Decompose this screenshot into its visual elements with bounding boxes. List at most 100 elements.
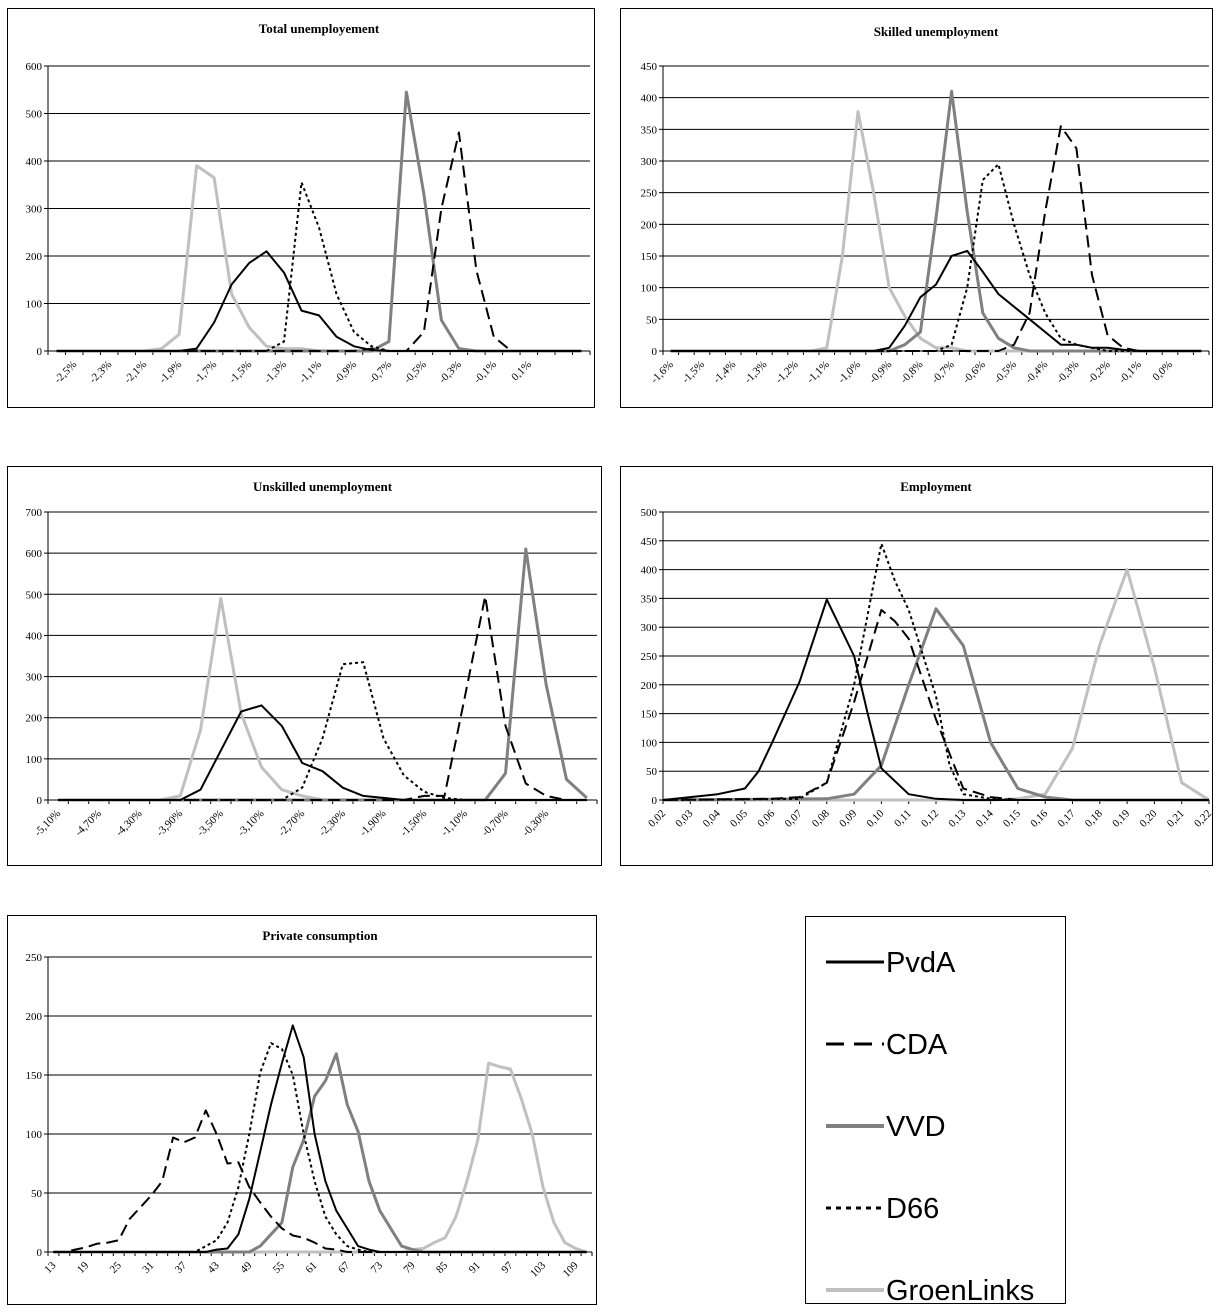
series-line-groenlinks xyxy=(670,110,1202,353)
x-tick-label: -1,6% xyxy=(649,359,676,386)
legend-label-vvd: VVD xyxy=(886,1111,946,1143)
x-tick-label: 49 xyxy=(238,1259,255,1276)
x-tick-label: -0,8% xyxy=(898,359,925,386)
series-line-groenlinks xyxy=(56,164,582,353)
chart-unskilled-unemployment: Unskilled unemployment 0 100 200 300 400 500 60… xyxy=(7,466,602,866)
series-line-d66 xyxy=(670,163,1202,352)
x-tick-label: 0,18 xyxy=(1083,807,1105,829)
x-tick-label: 0,10 xyxy=(864,807,886,829)
x-tick-label: -3,10% xyxy=(235,808,266,839)
y-tick-label: 450 xyxy=(641,536,658,548)
x-tick-label: -0,6% xyxy=(961,359,988,386)
y-tick-label: 100 xyxy=(26,754,43,766)
x-tick-label: -1,3% xyxy=(742,359,769,386)
chart-svg: Private consumption 0 50 100 150 200 250 13 19 25… xyxy=(26,928,593,1280)
y-tick-label: 200 xyxy=(641,219,658,231)
legend-label-cda: CDA xyxy=(886,1029,948,1061)
x-tick-label: -1,50% xyxy=(398,808,429,839)
x-tick-label: 0,17 xyxy=(1056,807,1078,829)
x-tick-label: -0,1% xyxy=(472,359,499,386)
x-tick-label: -1,0% xyxy=(836,359,863,386)
y-tick-label: 100 xyxy=(26,1129,43,1141)
y-tick-label: 350 xyxy=(641,124,658,136)
x-tick-label: 37 xyxy=(173,1259,190,1276)
x-tick-label: 61 xyxy=(303,1260,319,1276)
y-tick-label: 100 xyxy=(641,283,658,295)
chart-title: Employment xyxy=(900,479,972,494)
y-tick-label: 700 xyxy=(26,507,43,519)
x-tick-label: 0,19 xyxy=(1110,807,1132,829)
x-tick-label: -4,70% xyxy=(73,808,104,839)
series-line-d66 xyxy=(56,181,582,352)
series-line-d66 xyxy=(662,542,1209,801)
series-line-pvda xyxy=(53,1024,587,1253)
x-tick-label: 0,0% xyxy=(1150,359,1175,384)
series-line-vvd xyxy=(58,547,588,802)
y-tick-label: 400 xyxy=(641,93,658,105)
x-tick-label: 19 xyxy=(75,1259,92,1276)
x-tick-label: 13 xyxy=(42,1259,59,1276)
x-tick-label: -0,3% xyxy=(1054,359,1081,386)
y-tick-label: 0 xyxy=(37,795,43,807)
legend-svg: PvdA CDA VVD D66 GroenLinks xyxy=(826,947,1034,1303)
y-tick-label: 500 xyxy=(26,589,43,601)
chart-svg: Employment 0 50 100 150 200 250 300 350 400 450 500… xyxy=(641,479,1213,830)
legend-label-groenlinks: GroenLinks xyxy=(886,1275,1034,1303)
y-tick-label: 300 xyxy=(641,156,658,168)
x-tick-label: 0,02 xyxy=(646,808,668,830)
x-tick-label: 0,13 xyxy=(946,807,968,829)
x-tick-label: 25 xyxy=(108,1259,125,1276)
x-tick-label: 97 xyxy=(499,1259,516,1276)
y-tick-label: 400 xyxy=(641,565,658,577)
y-tick-label: 600 xyxy=(26,548,43,560)
x-tick-label: 0,1% xyxy=(509,359,534,384)
y-tick-label: 350 xyxy=(641,593,658,605)
legend-label-pvda: PvdA xyxy=(886,947,956,979)
chart-title: Private consumption xyxy=(262,928,378,943)
chart-private-consumption: Private consumption 0 50 100 150 200 250 13 19 25… xyxy=(7,915,597,1305)
y-tick-label: 100 xyxy=(641,737,658,749)
x-tick-label: 0,06 xyxy=(755,807,777,829)
series-line-vvd xyxy=(670,89,1202,353)
y-tick-label: 200 xyxy=(26,1011,43,1023)
x-tick-label: 103 xyxy=(528,1259,549,1280)
series-line-pvda xyxy=(670,249,1202,352)
x-tick-label: 0,12 xyxy=(919,808,941,830)
series-line-vvd xyxy=(56,90,582,353)
y-tick-label: 200 xyxy=(26,251,43,263)
series-line-pvda xyxy=(58,704,587,801)
x-tick-label: 0,15 xyxy=(1001,807,1023,829)
series-line-cda xyxy=(56,131,582,352)
x-tick-label: 0,22 xyxy=(1192,808,1212,830)
x-tick-label: 31 xyxy=(140,1260,156,1276)
series-line-pvda xyxy=(56,250,582,352)
x-tick-label: -1,9% xyxy=(157,359,184,386)
x-tick-label: -1,4% xyxy=(711,359,738,386)
x-tick-label: -2,30% xyxy=(317,808,348,839)
x-tick-label: -1,7% xyxy=(192,359,219,386)
x-tick-label: -2,70% xyxy=(276,808,307,839)
y-tick-label: 400 xyxy=(26,156,43,168)
series-line-vvd xyxy=(53,1052,587,1254)
x-tick-label: -1,10% xyxy=(439,808,470,839)
x-tick-label: 109 xyxy=(561,1259,582,1280)
y-tick-label: 150 xyxy=(641,251,658,263)
x-tick-label: -0,30% xyxy=(520,808,551,839)
series-line-pvda xyxy=(662,598,1209,801)
y-tick-label: 50 xyxy=(31,1188,43,1200)
y-tick-label: 150 xyxy=(26,1070,43,1082)
x-tick-label: 0,05 xyxy=(728,807,750,829)
x-tick-label: 0,11 xyxy=(892,808,914,830)
x-tick-label: 0,21 xyxy=(1165,808,1187,830)
chart-employment: Employment 0 50 100 150 200 250 300 350 400 450 500… xyxy=(620,466,1213,866)
legend-label-d66: D66 xyxy=(886,1193,939,1225)
y-tick-label: 450 xyxy=(641,61,658,73)
x-tick-label: -3,50% xyxy=(195,808,226,839)
x-tick-label: -1,90% xyxy=(357,808,388,839)
chart-svg: Unskilled unemployment 0 100 200 300 400 500 60… xyxy=(26,479,598,839)
chart-total-unemployment: Total unemployement 0 100 200 300 400 500 600 -2… xyxy=(7,8,595,408)
x-tick-label: -0,3% xyxy=(437,359,464,386)
x-tick-label: 79 xyxy=(401,1259,418,1276)
x-tick-label: -2,1% xyxy=(122,359,149,386)
x-tick-label: -1,2% xyxy=(773,359,800,386)
